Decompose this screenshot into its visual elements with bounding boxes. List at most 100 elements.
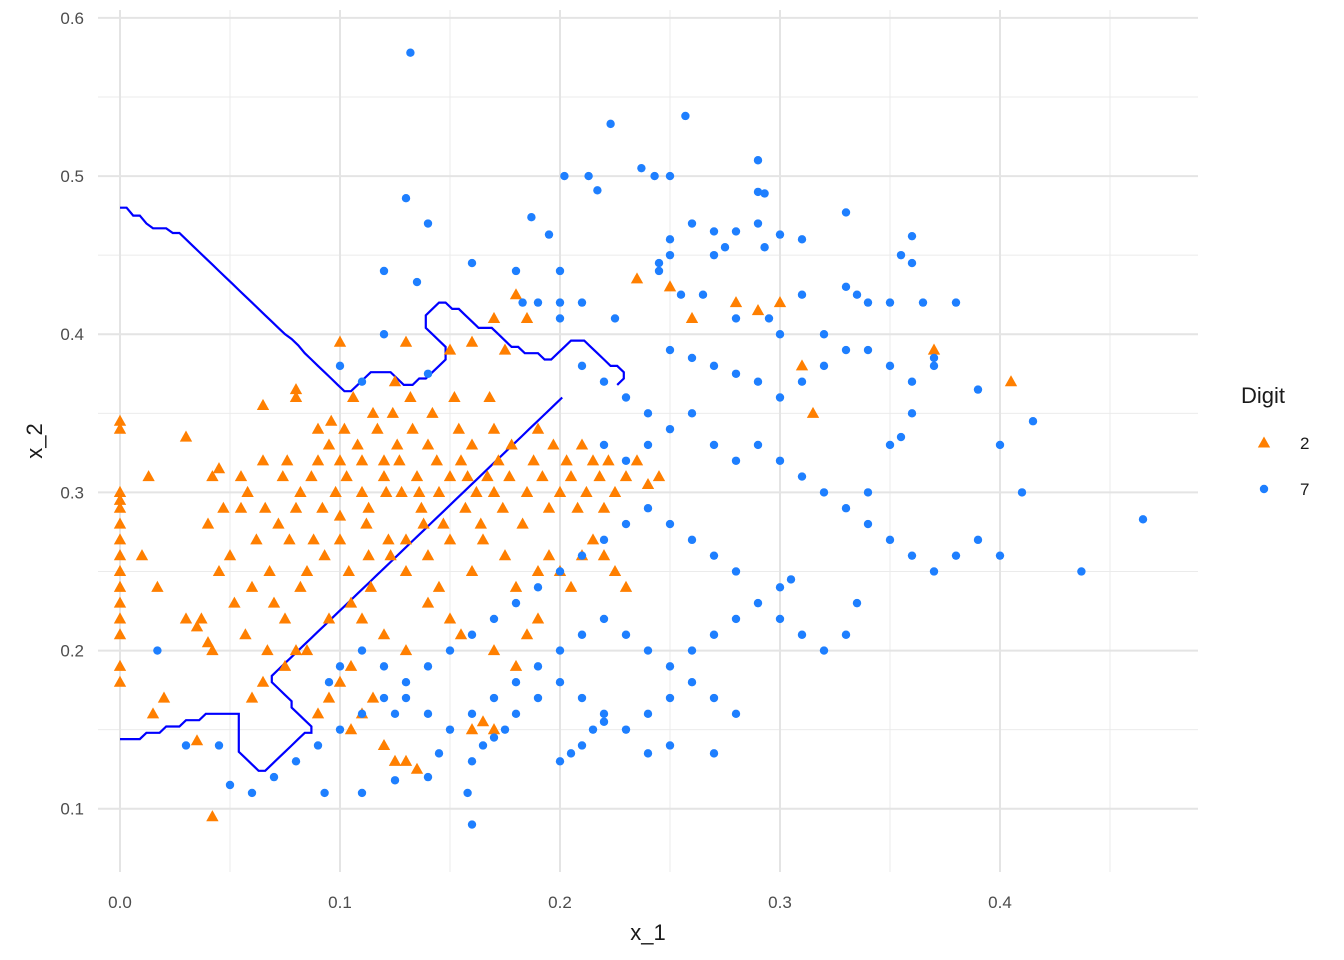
point-digit-7 bbox=[621, 519, 631, 529]
point-digit-7 bbox=[269, 772, 279, 782]
point-digit-7 bbox=[500, 725, 510, 734]
y-tick-label: 0.6 bbox=[60, 9, 84, 28]
point-digit-7 bbox=[379, 662, 389, 671]
point-digit-2 bbox=[391, 438, 404, 450]
point-digit-2 bbox=[113, 564, 127, 577]
point-digit-2 bbox=[344, 596, 358, 608]
point-digit-7 bbox=[599, 709, 609, 719]
point-digit-7 bbox=[357, 788, 367, 798]
point-digit-2 bbox=[289, 501, 303, 513]
point-digit-2 bbox=[311, 422, 325, 434]
point-digit-7 bbox=[907, 551, 917, 560]
point-digit-2 bbox=[113, 485, 127, 497]
point-digit-2 bbox=[454, 454, 468, 466]
point-digit-7 bbox=[555, 678, 565, 687]
point-digit-7 bbox=[423, 662, 433, 671]
point-digit-7 bbox=[621, 393, 631, 402]
point-digit-2 bbox=[593, 470, 606, 482]
point-digit-7 bbox=[577, 630, 587, 639]
point-digit-7 bbox=[753, 187, 763, 197]
point-digit-2 bbox=[113, 675, 127, 687]
point-digit-7 bbox=[654, 258, 664, 268]
point-digit-7 bbox=[654, 266, 664, 276]
point-digit-2 bbox=[553, 485, 567, 497]
point-digit-2 bbox=[432, 580, 446, 592]
point-digit-7 bbox=[687, 353, 697, 363]
point-digit-7 bbox=[775, 614, 785, 624]
point-digit-7 bbox=[709, 551, 719, 560]
point-digit-7 bbox=[885, 298, 895, 307]
point-digit-7 bbox=[313, 741, 323, 750]
point-digit-7 bbox=[797, 290, 807, 299]
point-digit-7 bbox=[599, 377, 609, 386]
point-digit-2 bbox=[190, 620, 204, 632]
point-digit-2 bbox=[307, 533, 320, 545]
point-digit-2 bbox=[492, 454, 505, 466]
point-digit-2 bbox=[410, 762, 424, 774]
point-digit-2 bbox=[318, 549, 331, 561]
point-digit-7 bbox=[753, 598, 763, 608]
point-digit-2 bbox=[452, 422, 465, 434]
point-digit-2 bbox=[773, 296, 787, 308]
point-digit-2 bbox=[474, 517, 487, 529]
point-digit-7 bbox=[401, 194, 411, 203]
point-digit-7 bbox=[478, 741, 488, 750]
decision-boundaries bbox=[120, 206, 625, 772]
point-digit-7 bbox=[606, 119, 615, 129]
point-digit-7 bbox=[885, 440, 895, 450]
point-digit-7 bbox=[863, 488, 873, 497]
point-digit-7 bbox=[467, 258, 477, 268]
point-digit-2 bbox=[487, 422, 501, 434]
point-digit-7 bbox=[390, 709, 400, 719]
point-digit-2 bbox=[542, 501, 556, 513]
point-digit-7 bbox=[357, 709, 367, 719]
point-digit-2 bbox=[536, 470, 549, 482]
point-digit-2 bbox=[256, 675, 270, 687]
point-digit-7 bbox=[786, 575, 796, 584]
point-digit-7 bbox=[423, 219, 433, 228]
point-digit-2 bbox=[619, 470, 633, 482]
point-digit-7 bbox=[907, 231, 917, 241]
point-digit-2 bbox=[421, 596, 435, 608]
point-digit-2 bbox=[333, 675, 347, 687]
point-digit-7 bbox=[489, 733, 499, 742]
x-tick-labels: 0.0 0.1 0.2 0.3 0.4 bbox=[108, 893, 1012, 912]
point-digit-2 bbox=[399, 533, 413, 545]
point-digit-7 bbox=[533, 662, 543, 671]
point-digit-2 bbox=[256, 398, 270, 410]
point-digit-7 bbox=[518, 298, 527, 307]
point-digit-2 bbox=[520, 311, 534, 323]
point-digit-7 bbox=[621, 456, 631, 465]
point-digit-2 bbox=[206, 644, 219, 656]
point-digit-2 bbox=[366, 406, 380, 418]
point-digit-2 bbox=[212, 564, 226, 577]
point-digit-2 bbox=[351, 438, 364, 450]
point-digit-2 bbox=[329, 485, 342, 497]
point-digit-7 bbox=[929, 361, 939, 371]
point-digit-2 bbox=[239, 628, 252, 640]
point-digit-7 bbox=[951, 551, 961, 560]
point-digit-7 bbox=[423, 369, 433, 378]
point-digit-2 bbox=[663, 280, 677, 292]
point-digit-2 bbox=[575, 438, 589, 450]
point-digit-2 bbox=[278, 659, 292, 671]
point-digit-2 bbox=[399, 644, 413, 656]
point-digit-7 bbox=[566, 749, 576, 758]
point-digit-7 bbox=[995, 551, 1005, 560]
point-digit-7 bbox=[434, 749, 444, 758]
point-digit-2 bbox=[179, 612, 193, 624]
point-digit-7 bbox=[643, 709, 653, 719]
point-digit-2 bbox=[399, 335, 413, 347]
point-digit-2 bbox=[503, 470, 516, 482]
point-digit-2 bbox=[217, 501, 230, 513]
point-digit-2 bbox=[281, 454, 294, 466]
point-digit-2 bbox=[272, 517, 285, 529]
point-digit-7 bbox=[412, 277, 422, 287]
point-digit-2 bbox=[377, 454, 391, 466]
x-tick-label: 0.2 bbox=[548, 893, 572, 912]
point-digit-2 bbox=[393, 454, 406, 466]
point-digit-2 bbox=[113, 422, 127, 434]
point-digit-2 bbox=[410, 470, 424, 482]
x-tick-label: 0.3 bbox=[768, 893, 792, 912]
point-digit-7 bbox=[1028, 417, 1038, 426]
